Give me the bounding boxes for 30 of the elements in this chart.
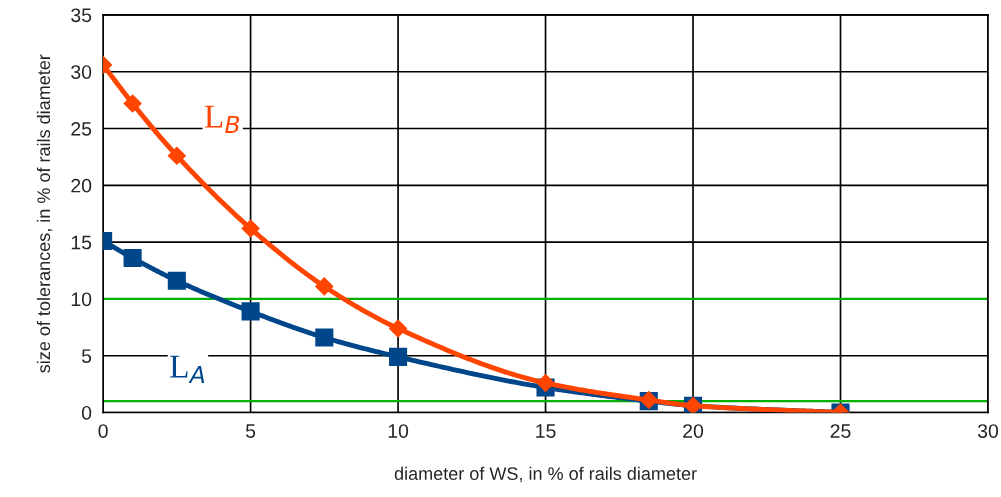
x-tick-label: 10 — [388, 424, 409, 438]
x-tick-label: 20 — [683, 424, 704, 438]
point — [123, 94, 142, 113]
point — [315, 328, 334, 347]
x-tick-label: 30 — [977, 424, 999, 438]
point — [536, 373, 555, 393]
y-tick-label: 15 — [71, 235, 92, 250]
x-tick-label: 25 — [830, 424, 851, 438]
point — [241, 219, 260, 238]
y-axis-title: size of tolerances, in % of rails diameter — [36, 54, 53, 373]
point — [389, 347, 408, 366]
y-tick-label: 20 — [71, 178, 92, 193]
x-tick-label: 0 — [98, 424, 108, 438]
y-tick-label: 10 — [71, 292, 92, 307]
point — [123, 248, 142, 268]
point — [241, 302, 260, 321]
series-label: L$_{B}$ — [204, 105, 240, 133]
x-tick-label: 5 — [245, 424, 256, 438]
point — [388, 319, 408, 338]
x-tick-label: 15 — [536, 424, 556, 438]
point — [167, 271, 186, 290]
y-tick-label: 5 — [81, 349, 92, 363]
point — [315, 277, 334, 296]
y-tick-label: 35 — [71, 8, 92, 23]
y-tick-label: 25 — [71, 121, 92, 136]
y-tick-label: 30 — [71, 65, 92, 79]
point — [167, 146, 187, 166]
series-label: L$_{A}$ — [170, 355, 205, 383]
y-tick-label: 0 — [81, 405, 92, 420]
x-axis-title: diameter of WS, in % of rails diameter — [394, 466, 697, 483]
